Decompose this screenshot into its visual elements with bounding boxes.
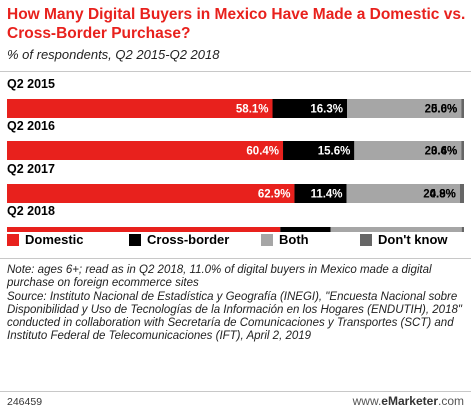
chart-id: 246459 (7, 396, 43, 408)
value-label: 59.8% (244, 232, 277, 233)
bar-segment (272, 99, 348, 118)
bar-segment (7, 184, 295, 203)
footer-divider (0, 391, 471, 392)
value-label: 0.6% (431, 146, 457, 158)
bar-segment (280, 227, 331, 232)
bar-segment (294, 184, 347, 203)
bar-segment (461, 141, 464, 160)
chart-title: How Many Digital Buyers in Mexico Have M… (7, 6, 466, 42)
legend-label: Domestic (25, 232, 84, 247)
legend-swatch (129, 233, 141, 246)
value-label: 0.6% (431, 104, 457, 116)
brand-name: eMarketer (381, 394, 438, 408)
value-label: 11.0% (295, 232, 327, 233)
brand-prefix: www. (352, 394, 382, 408)
legend-item: Don't know (360, 232, 448, 247)
legend-label: Don't know (378, 232, 448, 247)
bar-segment (7, 99, 273, 118)
value-label: 0.9% (430, 189, 456, 201)
value-label: 58.1% (236, 104, 269, 116)
legend-label: Both (279, 232, 309, 247)
legend-item: Both (261, 232, 309, 247)
legend-label: Cross-border (147, 232, 230, 247)
category-label: Q2 2015 (7, 77, 55, 91)
value-label: 11.4% (311, 189, 343, 201)
value-label: 60.4% (246, 146, 279, 158)
bar-segment (459, 184, 464, 203)
value-label: 28.7% (425, 232, 458, 233)
chart-subtitle: % of respondents, Q2 2015-Q2 2018 (7, 47, 220, 62)
legend-item: Cross-border (129, 232, 229, 247)
note-text: Note: ages 6+; read as in Q2 2018, 11.0%… (7, 264, 432, 290)
value-label: 16.3% (310, 104, 343, 116)
value-label: 0.5% (431, 232, 457, 233)
bar-segment (347, 99, 462, 118)
bar-segment (7, 227, 281, 232)
legend-swatch (360, 233, 372, 246)
bar-segment (461, 227, 464, 232)
chart-legend: Domestic Cross-border Both Don't know (7, 232, 467, 250)
value-label: 62.9% (258, 189, 291, 201)
source-text: Source: Instituto Nacional de Estadístic… (7, 290, 462, 343)
legend-swatch (261, 233, 273, 246)
bar-segment (283, 141, 355, 160)
bar-segment (346, 184, 460, 203)
bar-segment (330, 227, 462, 232)
legend-item: Domestic (7, 232, 84, 247)
chart-notes: Note: ages 6+; read as in Q2 2018, 11.0%… (7, 264, 469, 344)
value-label: 24.8% (423, 189, 456, 201)
category-label: Q2 2017 (7, 162, 55, 176)
header-divider (0, 71, 471, 72)
brand-suffix: .com (437, 394, 464, 408)
bar-segment (354, 141, 462, 160)
value-label: 15.6% (318, 146, 351, 158)
legend-swatch (7, 233, 19, 246)
value-label: 23.4% (425, 146, 458, 158)
bar-segment (7, 141, 284, 160)
bar-segment (461, 99, 464, 118)
brand-logo: www.eMarketer.com (353, 394, 464, 408)
value-label: 25.0% (425, 104, 458, 116)
category-label: Q2 2018 (7, 204, 55, 218)
legend-divider (0, 258, 471, 259)
category-label: Q2 2016 (7, 119, 55, 133)
